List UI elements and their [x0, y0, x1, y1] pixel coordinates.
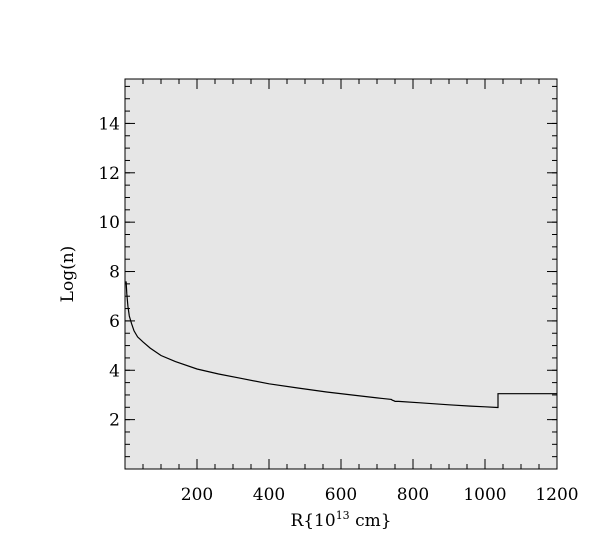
y-tick-label: 10	[98, 213, 120, 233]
x-tick-label: 200	[181, 485, 213, 505]
x-tick-label: 1000	[463, 485, 506, 505]
y-tick-label: 14	[98, 114, 120, 134]
series-line	[125, 281, 557, 409]
x-axis-label: R{1013 cm}	[290, 509, 391, 531]
y-tick-label: 4	[109, 361, 120, 381]
y-tick-label: 6	[109, 312, 120, 332]
x-tick-label: 400	[253, 485, 285, 505]
plot-frame	[124, 78, 558, 470]
x-tick-label: 800	[397, 485, 429, 505]
x-tick-label: 1200	[535, 485, 578, 505]
y-tick-label: 8	[109, 263, 120, 283]
y-tick-label: 2	[109, 411, 120, 431]
plot-area	[125, 79, 557, 469]
y-axis-label: Log(n)	[58, 246, 78, 303]
y-tick-label: 12	[98, 164, 120, 184]
x-tick-label: 600	[325, 485, 357, 505]
